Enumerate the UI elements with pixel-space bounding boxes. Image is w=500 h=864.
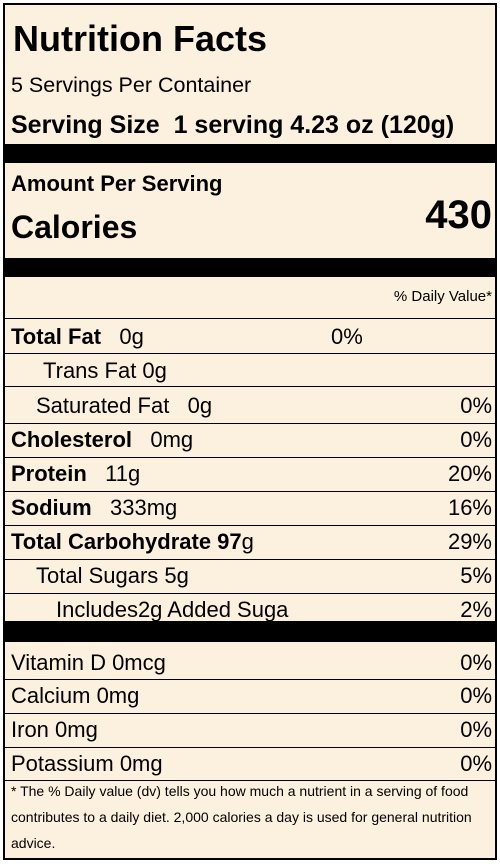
nutrient-dv: 29%	[447, 529, 492, 554]
footnote: * The % Daily value (dv) tells you how m…	[11, 783, 472, 851]
nutrient-row-saturated-fat: Saturated Fat 0g 0%	[5, 389, 495, 422]
nutrient-dv: 0%	[460, 717, 492, 742]
nutrient-row-protein: Protein 11g 20%	[5, 457, 495, 490]
nutrient-row-sodium: Sodium 333mg 16%	[5, 491, 495, 524]
nutrient-name: Calcium 0mg	[11, 683, 140, 708]
serving-size: Serving Size 1 serving 4.23 oz (120g)	[11, 111, 454, 140]
divider	[5, 525, 495, 526]
nutrient-amount: 0g	[119, 324, 144, 349]
nutrient-dv: 5%	[460, 563, 492, 588]
nutrient-name: Protein	[11, 461, 87, 486]
nutrient-amount: 333mg	[110, 495, 178, 520]
nutrient-name: Potassium 0mg	[11, 751, 163, 776]
divider	[5, 713, 495, 714]
nutrient-dv: 0%	[460, 751, 492, 776]
divider	[5, 559, 495, 560]
nutrient-row-calcium: Calcium 0mg 0%	[5, 679, 495, 712]
calories-label: Calories	[11, 209, 138, 245]
servings-per-container: 5 Servings Per Container	[11, 73, 252, 97]
divider	[5, 386, 495, 387]
divider	[5, 780, 495, 781]
divider	[5, 747, 495, 748]
nutrient-name: Trans Fat 0g	[43, 358, 167, 383]
divider	[5, 457, 495, 458]
nutrient-dv: 0%	[460, 393, 492, 418]
nutrient-name: Saturated Fat	[36, 393, 170, 418]
nutrient-row-cholesterol: Cholesterol 0mg 0%	[5, 423, 495, 456]
nutrient-name: Total Carbohydrate 97	[11, 529, 242, 554]
nutrient-row-added-sugars: Includes2g Added Suga 2%	[5, 593, 495, 626]
thick-divider	[5, 144, 495, 163]
divider	[5, 593, 495, 594]
daily-value-header: % Daily Value*	[393, 288, 492, 305]
nutrient-dv: 0%	[460, 650, 492, 675]
divider	[5, 353, 495, 354]
nutrient-name: Cholesterol	[11, 427, 133, 452]
amount-per-serving: Amount Per Serving	[11, 171, 223, 196]
nutrient-row-vitamin-d: Vitamin D 0mcg 0%	[5, 646, 495, 679]
nutrient-dv: 16%	[447, 495, 492, 520]
nutrient-row-trans-fat: Trans Fat 0g	[5, 354, 495, 387]
nutrient-name: Sodium	[11, 495, 92, 520]
divider	[5, 491, 495, 492]
nutrient-dv: 20%	[447, 461, 492, 486]
divider	[5, 423, 495, 424]
nutrient-unit: g	[241, 529, 254, 554]
divider	[5, 318, 495, 319]
nutrient-amount: 0mg	[150, 427, 194, 452]
label-title: Nutrition Facts	[13, 18, 268, 59]
nutrient-dv: 2%	[460, 597, 492, 622]
thick-divider	[5, 621, 495, 642]
nutrient-name: Vitamin D 0mcg	[11, 650, 166, 675]
nutrition-facts-label: Nutrition Facts 5 Servings Per Container…	[3, 3, 497, 860]
nutrient-amount: 11g	[105, 461, 141, 486]
nutrient-row-total-sugars: Total Sugars 5g 5%	[5, 559, 495, 592]
nutrient-name: Total Fat	[11, 324, 102, 349]
thick-divider	[5, 258, 495, 277]
nutrient-dv: 0%	[460, 427, 492, 452]
nutrient-dv: 0%	[331, 324, 363, 349]
nutrient-row-iron: Iron 0mg 0%	[5, 713, 495, 746]
divider	[5, 679, 495, 680]
nutrient-name: Includes2g Added Suga	[56, 597, 289, 622]
nutrient-name: Total Sugars 5g	[36, 563, 189, 588]
nutrient-row-potassium: Potassium 0mg 0%	[5, 747, 495, 780]
nutrient-name: Iron 0mg	[11, 717, 98, 742]
nutrient-dv: 0%	[460, 683, 492, 708]
nutrient-amount: 0g	[187, 393, 213, 418]
serving-size-label: Serving Size	[11, 111, 160, 139]
calories-value: 430	[425, 193, 492, 237]
nutrient-row-total-fat: Total Fat 0g 0%	[5, 320, 495, 353]
serving-size-value: 1 serving 4.23 oz (120g)	[173, 111, 455, 139]
nutrient-row-total-carbohydrate: Total Carbohydrate 97g 29%	[5, 525, 495, 558]
